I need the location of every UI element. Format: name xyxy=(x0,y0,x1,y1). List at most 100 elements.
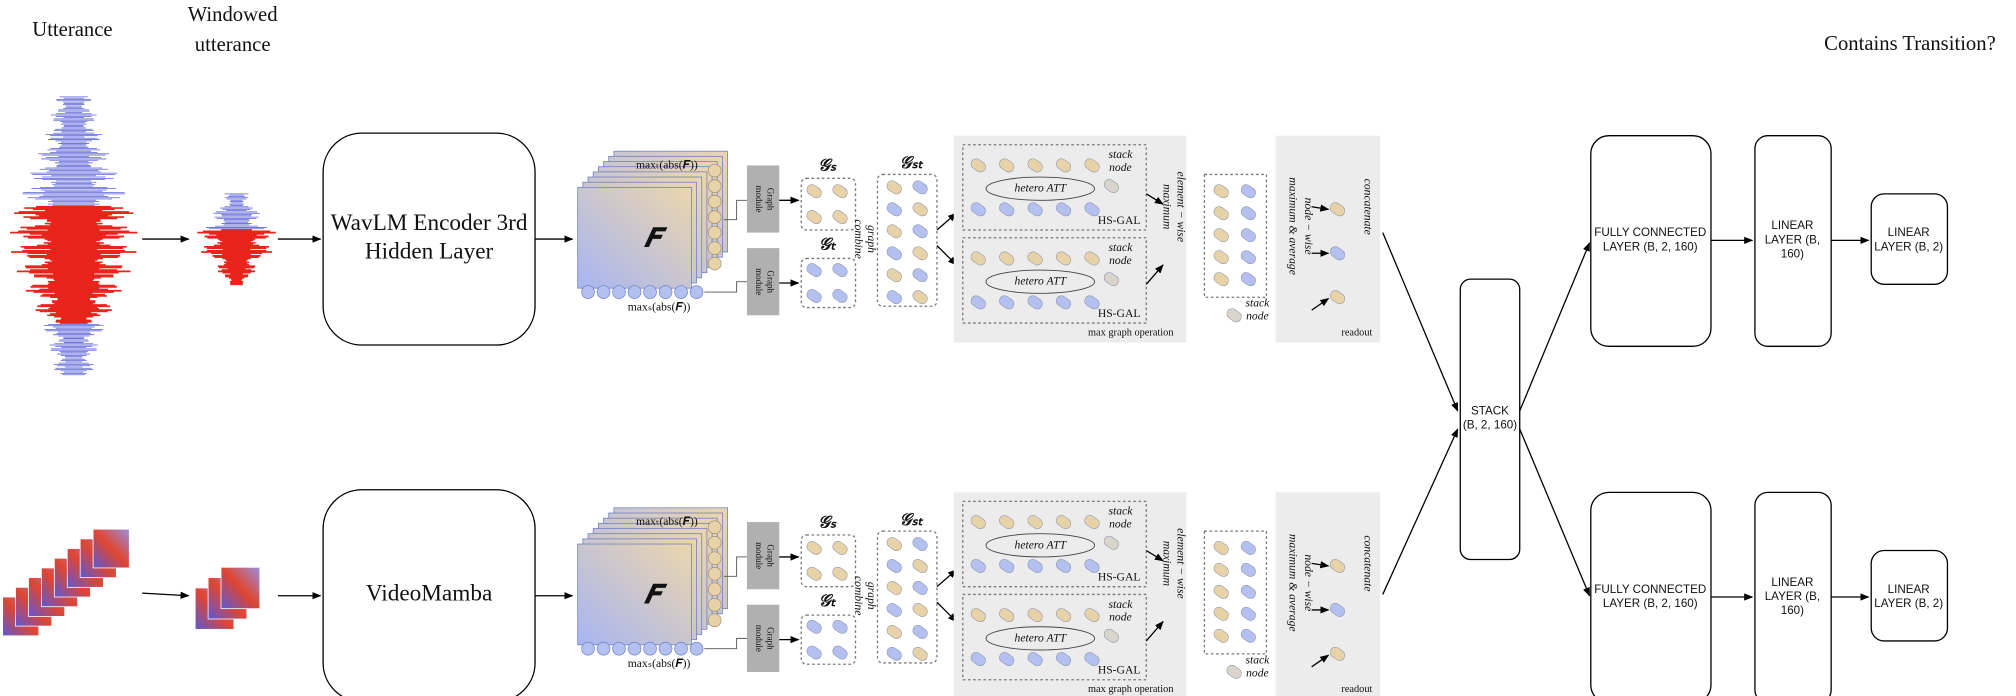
node xyxy=(999,202,1015,217)
node xyxy=(886,537,902,551)
node xyxy=(1084,158,1100,173)
node xyxy=(1084,515,1100,529)
node xyxy=(1226,665,1242,679)
node xyxy=(999,158,1015,173)
linear2-label-line: LAYER (B, 2) xyxy=(1874,241,1943,254)
graph-module xyxy=(746,248,780,316)
graph-module-label-line: module xyxy=(754,268,764,295)
node xyxy=(886,268,902,283)
elementwise-label-line: maximum xyxy=(1161,541,1174,586)
node xyxy=(1213,540,1229,555)
nodewise-label-line: node − wise xyxy=(1302,554,1315,611)
node xyxy=(999,515,1015,529)
nodewise-label: node − wisemaximum & average xyxy=(1287,177,1316,274)
node xyxy=(1329,559,1346,573)
fc-label: FULLY CONNECTED LAYER (B, 2, 160) xyxy=(1594,583,1706,610)
operation-panel xyxy=(953,135,1187,343)
graph-module-label-line: Graph xyxy=(766,188,776,211)
max-s-label: maxₛ(abs(𝑭)) xyxy=(628,657,691,670)
combine-label: graphcombine xyxy=(852,219,878,258)
arrow xyxy=(1311,654,1330,668)
node xyxy=(1103,628,1119,643)
graph-module xyxy=(746,522,780,590)
node xyxy=(1027,202,1043,217)
stack-node-label-line: node xyxy=(1109,517,1132,530)
hs-gal-label-line: HS-GAL xyxy=(1098,570,1141,583)
node xyxy=(970,608,986,623)
node xyxy=(1240,562,1256,577)
hetero-att-label: hetero ATT xyxy=(1015,538,1068,551)
arrow xyxy=(1311,297,1330,311)
stack-node-label: stack node xyxy=(1108,241,1133,267)
stack-node-label: stack node xyxy=(1245,296,1270,322)
node xyxy=(886,290,902,305)
graph-module-label-line: module xyxy=(754,542,764,569)
linear1-label: LINEAR LAYER (B, 160) xyxy=(1765,219,1820,260)
g-t-label: 𝒢ₜ xyxy=(819,234,837,253)
node xyxy=(886,646,902,661)
linear2-label: LINEAR LAYER (B, 2) xyxy=(1874,226,1943,253)
node xyxy=(970,559,986,573)
node xyxy=(806,263,822,277)
node xyxy=(999,295,1015,310)
encoder-label: WavLM Encoder 3rd Hidden Layer xyxy=(331,210,528,264)
fc-label-line: LAYER (B, 2, 160) xyxy=(1603,597,1698,610)
graph-module-label: Graphmodule xyxy=(754,625,776,652)
attention xyxy=(985,626,1096,651)
node xyxy=(1329,202,1346,217)
output-title: Contains Transition? xyxy=(1824,33,1996,55)
node xyxy=(627,641,642,656)
node xyxy=(1027,559,1043,573)
stack-node-label-line: stack xyxy=(1108,504,1133,517)
node xyxy=(806,540,822,555)
g-s-label-line: 𝒢ₛ xyxy=(818,512,837,531)
concat-label-line: concatenate xyxy=(1362,179,1375,235)
g-t-label-line: 𝒢ₜ xyxy=(819,591,837,610)
node xyxy=(1027,608,1043,623)
hetero-att-label: hetero ATT xyxy=(1015,181,1068,194)
hetero-att-label-line: hetero ATT xyxy=(1015,181,1068,194)
input-title-line: Utterance xyxy=(32,19,112,41)
g-s-label: 𝒢ₛ xyxy=(818,156,837,175)
node xyxy=(674,285,688,299)
hs-gal-label-line: HS-GAL xyxy=(1098,307,1141,320)
fc-label-line: FULLY CONNECTED xyxy=(1594,583,1706,596)
node xyxy=(689,641,704,656)
graph-block: maxₜ(abs(𝑭))𝑭maxₛ(abs(𝑭))GraphmoduleGrap… xyxy=(577,492,1381,696)
hetero-att-label-line: hetero ATT xyxy=(1015,274,1068,287)
stack-node-label-line: node xyxy=(1109,610,1132,623)
g-st-label: 𝒢ₛₜ xyxy=(899,153,923,172)
node xyxy=(581,285,595,299)
node xyxy=(970,652,986,666)
node xyxy=(1084,608,1100,623)
operation-label-line: max graph operation xyxy=(1088,328,1173,339)
concat-label: concatenate xyxy=(1362,535,1375,591)
linear1-label: LINEAR LAYER (B, 160) xyxy=(1765,576,1820,617)
node xyxy=(1213,206,1229,221)
node xyxy=(658,641,673,656)
hs-gal-label: HS-GAL xyxy=(1098,214,1141,227)
arrow xyxy=(1382,428,1459,595)
node xyxy=(970,295,986,310)
max-t-label: maxₜ(abs(𝑭)) xyxy=(636,158,698,171)
hs-gal-label-line: HS-GAL xyxy=(1098,663,1141,676)
combine-label-line: combine xyxy=(852,219,865,258)
node xyxy=(643,285,657,299)
readout-panel xyxy=(1275,135,1381,343)
node xyxy=(1056,295,1072,310)
node xyxy=(1240,272,1256,287)
output-title-line: Contains Transition? xyxy=(1824,33,1996,55)
node xyxy=(806,289,822,303)
hs-gal-label: HS-GAL xyxy=(1098,307,1141,320)
node xyxy=(806,566,822,581)
attention xyxy=(985,269,1096,294)
stacked-nodes-box xyxy=(1203,530,1268,655)
graph-module-label: Graphmodule xyxy=(754,542,776,569)
fc-label: FULLY CONNECTED LAYER (B, 2, 160) xyxy=(1594,226,1706,253)
node xyxy=(1103,272,1119,287)
encoder-label-line: WavLM Encoder 3rd xyxy=(331,210,528,236)
nodewise-label-line: maximum & average xyxy=(1287,534,1300,631)
feature-layer xyxy=(577,186,692,289)
stack-label-line: STACK xyxy=(1471,405,1509,418)
